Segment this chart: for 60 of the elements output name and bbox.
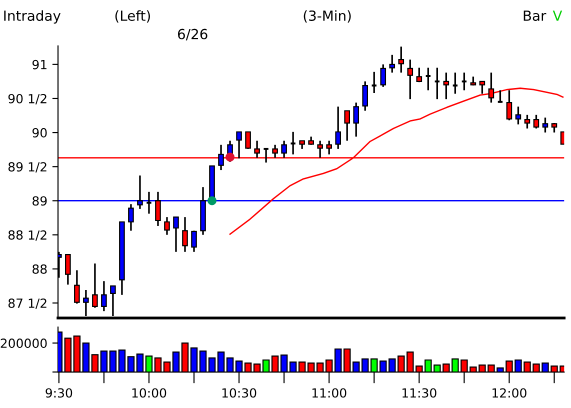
x-tick-label: 11:00 bbox=[312, 388, 346, 398]
candlestick bbox=[146, 191, 152, 215]
y-tick-label: 88 1/2 bbox=[8, 230, 46, 241]
candlestick bbox=[551, 122, 558, 134]
x-tick-label: 10:00 bbox=[132, 388, 166, 398]
candlestick bbox=[74, 269, 80, 305]
candlestick bbox=[443, 72, 450, 100]
candlestick bbox=[460, 72, 468, 92]
x-tick-label: 12:00 bbox=[492, 388, 526, 398]
candlestick bbox=[290, 131, 296, 156]
y-tick-label: 87 1/2 bbox=[8, 298, 46, 309]
y-tick-label: 90 1/2 bbox=[8, 94, 46, 104]
y-tick-label: 91 bbox=[32, 60, 46, 70]
x-tick-label: 9:30 bbox=[46, 388, 72, 398]
candlestick bbox=[182, 216, 188, 253]
candlestick bbox=[533, 114, 540, 130]
candlestick bbox=[245, 131, 251, 150]
y-tick-label: 89 1/2 bbox=[8, 162, 46, 173]
candlestick bbox=[407, 58, 414, 100]
candlestick bbox=[335, 106, 341, 150]
candlestick bbox=[524, 114, 530, 130]
candlestick bbox=[424, 66, 432, 92]
candlestick bbox=[344, 110, 350, 142]
y-tick-label: 200000 bbox=[0, 338, 47, 348]
candlestick bbox=[389, 54, 396, 74]
candlestick bbox=[452, 72, 458, 95]
candlestick bbox=[236, 131, 242, 160]
candlestick bbox=[65, 254, 71, 286]
candlestick bbox=[542, 116, 548, 134]
y-tick-label: 88 bbox=[32, 264, 47, 274]
candlestick bbox=[262, 148, 270, 164]
candlestick bbox=[128, 203, 134, 232]
candlestick bbox=[92, 262, 98, 309]
candlestick bbox=[398, 46, 404, 74]
text: V bbox=[552, 10, 562, 21]
candlestick bbox=[370, 71, 378, 94]
candlestick bbox=[362, 80, 368, 112]
text: (Left) bbox=[115, 10, 150, 23]
y-tick-label: 89 bbox=[32, 196, 47, 206]
candlestick bbox=[416, 66, 422, 83]
candlestick bbox=[164, 216, 170, 236]
candlestick bbox=[326, 140, 332, 156]
candlestick bbox=[434, 66, 440, 100]
x-tick-label: 10:30 bbox=[222, 388, 256, 398]
text: 6/26 bbox=[178, 28, 208, 40]
candlestick bbox=[515, 106, 522, 126]
y-tick-label: 90 bbox=[32, 128, 47, 138]
candlestick bbox=[173, 216, 179, 253]
chart-title: (3-Min) bbox=[304, 10, 351, 23]
candlestick bbox=[191, 230, 197, 253]
candlestick bbox=[227, 140, 233, 163]
candlestick bbox=[218, 144, 224, 171]
candlestick bbox=[281, 140, 287, 159]
candlestick bbox=[155, 191, 161, 227]
text: Intraday bbox=[4, 10, 61, 24]
text: Bar bbox=[524, 10, 546, 21]
candlestick bbox=[380, 64, 386, 88]
x-tick-label: 11:30 bbox=[402, 388, 436, 398]
candlestick bbox=[353, 102, 360, 138]
candlestick bbox=[101, 280, 107, 312]
